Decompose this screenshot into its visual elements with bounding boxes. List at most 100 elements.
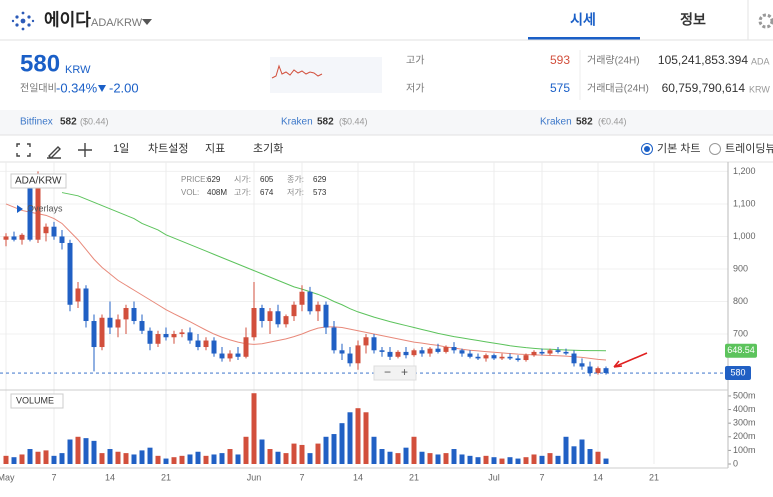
info-value: 408M — [207, 188, 227, 197]
exchange-fx: (€0.44) — [598, 116, 627, 126]
volume-bar — [131, 454, 137, 464]
candle-body — [443, 347, 449, 352]
volume-value: 105,241,853.394 — [658, 53, 748, 67]
radio[interactable] — [641, 143, 653, 155]
mode-option[interactable]: 트레이딩뷰 — [725, 142, 773, 155]
exchange-name: Bitfinex — [20, 117, 53, 128]
candle-body — [475, 356, 481, 359]
candle-body — [139, 321, 145, 331]
ma-badge — [725, 343, 757, 358]
candle-body — [203, 340, 209, 348]
volume-box — [10, 393, 64, 409]
candle-body — [115, 319, 121, 328]
volume-bar — [283, 453, 289, 464]
candle-body — [259, 308, 265, 322]
candle-body — [83, 288, 89, 322]
candle-body — [499, 356, 505, 359]
candle-body — [219, 353, 225, 359]
candle-body — [27, 187, 33, 240]
volume-tick-label: 100m — [733, 445, 756, 455]
volume-bar — [235, 454, 241, 464]
change-percent: -0.34% — [56, 80, 98, 95]
volume-bar — [251, 393, 257, 464]
candle-body — [379, 350, 385, 352]
volume-bar — [51, 455, 57, 464]
dropdown-icon[interactable] — [142, 19, 152, 25]
volume-bar — [75, 436, 81, 464]
volume-bar — [483, 455, 489, 464]
volume-bar — [323, 436, 329, 464]
candle-body — [403, 351, 409, 356]
exchange-list: Bitfinex 582 ($0.44) Kraken 582 ($0.44) Kraken… — [20, 116, 627, 127]
value-label: 거래대금(24H) — [587, 83, 649, 95]
tab-underline — [528, 37, 640, 40]
candle-body — [187, 332, 193, 341]
radio[interactable] — [709, 143, 721, 155]
volume-bar — [35, 451, 41, 464]
overlay-icon[interactable] — [17, 205, 23, 213]
exchange-fx: ($0.44) — [80, 116, 109, 126]
volume-bar — [91, 440, 97, 464]
volume-bar — [491, 457, 497, 464]
candle-body — [3, 236, 9, 240]
volume-bar — [419, 451, 425, 464]
volume-bar — [339, 423, 345, 464]
high-value: 593 — [550, 53, 570, 67]
annotation-arrow — [613, 352, 648, 368]
overlays-label[interactable]: Overlays — [27, 203, 63, 213]
svg-text:−: − — [384, 365, 391, 379]
candle-body — [59, 236, 65, 243]
volume-tick-label: 0 — [733, 458, 738, 468]
volume-tick-label: 500m — [733, 390, 756, 400]
y-tick-label: 700 — [733, 328, 748, 338]
candle-body — [355, 345, 361, 364]
candle-body — [283, 316, 289, 325]
volume-bar — [475, 457, 481, 464]
volume-tick-label: 300m — [733, 418, 756, 428]
volume-bar — [507, 457, 513, 464]
candle-body — [171, 334, 177, 338]
info-value: 629 — [313, 175, 327, 184]
volume-bar — [395, 453, 401, 464]
change-amount: -2.00 — [109, 80, 139, 95]
settings-icon[interactable] — [758, 13, 773, 29]
volume-bar — [123, 453, 129, 464]
interval-menu[interactable]: 1일 — [113, 141, 129, 155]
x-tick-label: 21 — [409, 472, 419, 482]
price-badge — [725, 366, 751, 381]
volume-bar — [523, 457, 529, 464]
volume-bar — [547, 453, 553, 464]
volume-bar — [451, 449, 457, 464]
volume-bar — [227, 449, 233, 464]
volume-tick-label: 400m — [733, 404, 756, 414]
settings-menu[interactable]: 차트설정 — [148, 142, 188, 155]
candle-body — [459, 350, 465, 354]
info-label: 고가: — [234, 188, 251, 197]
tab[interactable]: 시세 — [570, 12, 596, 28]
candle-body — [307, 291, 313, 312]
tab[interactable]: 정보 — [680, 12, 706, 28]
volume-bar — [347, 412, 353, 464]
y-tick-label: 1,000 — [733, 231, 756, 241]
toolbar-icons[interactable] — [16, 143, 92, 159]
exchange-fx: ($0.44) — [339, 116, 368, 126]
volume-tick-label: 200m — [733, 431, 756, 441]
candle-body — [179, 332, 185, 335]
reset-button[interactable]: 초기화 — [253, 142, 283, 155]
volume-bar — [115, 451, 121, 464]
volume-bar — [443, 453, 449, 464]
volume-bar — [43, 450, 49, 464]
volume-bar — [379, 449, 385, 464]
candle-body — [299, 291, 305, 305]
volume-title: VOLUME — [16, 395, 54, 405]
candle-body — [267, 311, 273, 322]
chart: 700 800 900 1,000 1,100 1,200 0 100m 200m 300m 400… — [0, 162, 757, 482]
indicator-menu[interactable]: 지표 — [205, 142, 225, 155]
mode-option[interactable]: 기본 차트 — [657, 142, 701, 155]
exchange-bar — [0, 110, 773, 135]
volume-bar — [219, 453, 225, 464]
volume-bar — [587, 449, 593, 464]
volume-bar — [555, 455, 561, 464]
zoom-controls[interactable]: − + — [373, 365, 417, 381]
value-unit: KRW — [749, 84, 770, 94]
